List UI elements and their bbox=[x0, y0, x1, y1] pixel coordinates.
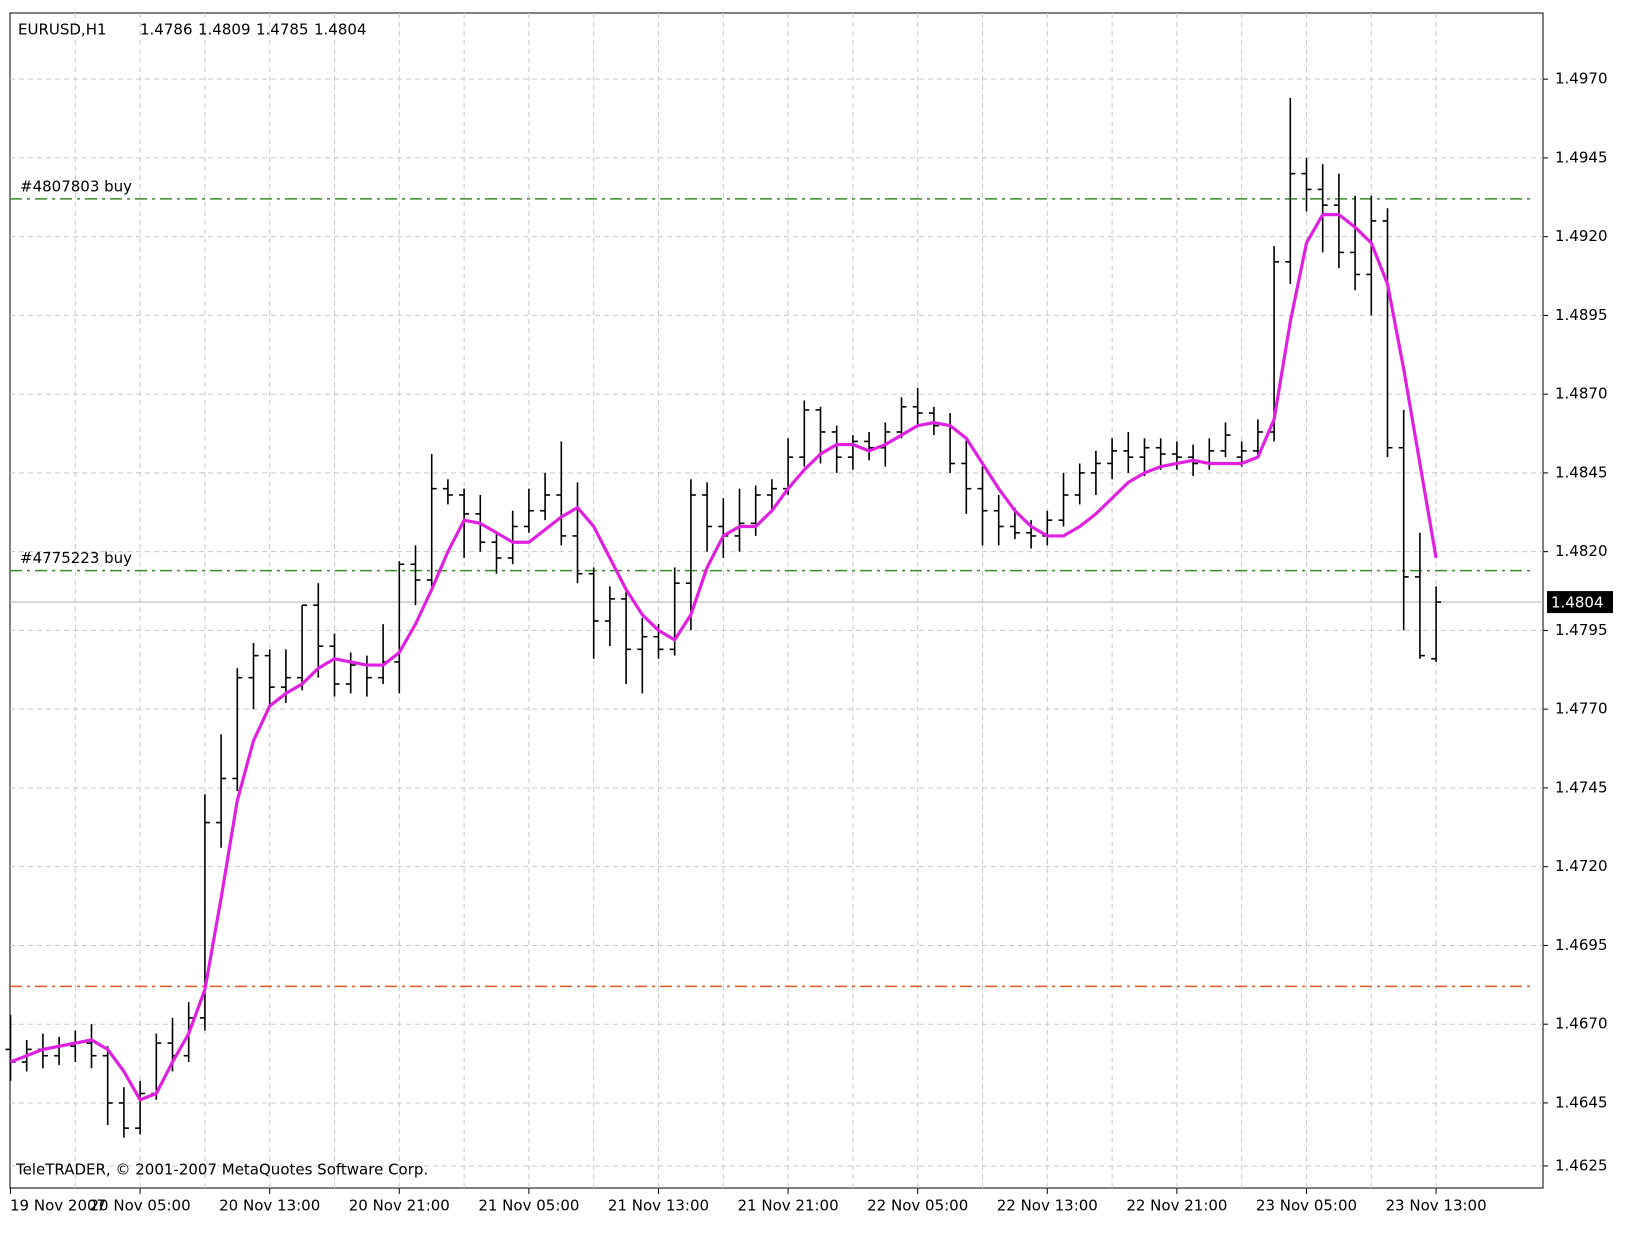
order-label: #4807803 buy bbox=[20, 177, 132, 195]
last-close: 1.4804 bbox=[314, 21, 367, 39]
y-tick-label: 1.4970 bbox=[1555, 70, 1608, 88]
x-tick-label: 20 Nov 05:00 bbox=[90, 1197, 191, 1215]
bid-box bbox=[1547, 591, 1613, 614]
y-tick-label: 1.4645 bbox=[1555, 1093, 1608, 1111]
last-open: 1.4786 bbox=[140, 21, 193, 39]
y-tick-label: 1.4745 bbox=[1555, 778, 1608, 796]
y-tick-label: 1.4695 bbox=[1555, 936, 1608, 954]
bid-label: 1.4804 bbox=[1551, 594, 1604, 612]
plot-frame bbox=[9, 12, 1544, 1189]
last-low: 1.4785 bbox=[256, 21, 309, 39]
x-tick-label: 23 Nov 05:00 bbox=[1256, 1197, 1357, 1215]
moving-average bbox=[9, 213, 1438, 1102]
x-tick-label: 22 Nov 13:00 bbox=[997, 1197, 1098, 1215]
y-tick-label: 1.4945 bbox=[1555, 148, 1608, 166]
x-tick-label: 21 Nov 05:00 bbox=[478, 1197, 579, 1215]
y-tick-label: 1.4845 bbox=[1555, 463, 1608, 481]
marks bbox=[5, 98, 1442, 1138]
x-tick-label: 23 Nov 13:00 bbox=[1386, 1197, 1487, 1215]
x-tick-label: 19 Nov 2007 bbox=[10, 1197, 106, 1215]
y-tick-label: 1.4870 bbox=[1555, 385, 1608, 403]
y-tick-label: 1.4895 bbox=[1555, 306, 1608, 324]
y-tick-label: 1.4625 bbox=[1555, 1156, 1608, 1174]
y-tick-label: 1.4770 bbox=[1555, 700, 1608, 718]
y-tick-label: 1.4795 bbox=[1555, 621, 1608, 639]
x-tick-label: 22 Nov 05:00 bbox=[867, 1197, 968, 1215]
y-tick-label: 1.4820 bbox=[1555, 542, 1608, 560]
order-label: #4775223 buy bbox=[20, 549, 132, 567]
y-tick-label: 1.4670 bbox=[1555, 1015, 1608, 1033]
y-tick-label: 1.4920 bbox=[1555, 227, 1608, 245]
last-high: 1.4809 bbox=[198, 21, 251, 39]
x-tick-label: 21 Nov 13:00 bbox=[608, 1197, 709, 1215]
x-tick-label: 22 Nov 21:00 bbox=[1126, 1197, 1227, 1215]
y-tick-label: 1.4720 bbox=[1555, 857, 1608, 875]
x-tick-label: 20 Nov 21:00 bbox=[349, 1197, 450, 1215]
footer: TeleTRADER, © 2001-2007 MetaQuotes Softw… bbox=[15, 1161, 428, 1179]
chart-title: EURUSD,H1 bbox=[18, 21, 107, 39]
x-tick-label: 21 Nov 21:00 bbox=[738, 1197, 839, 1215]
x-tick-label: 20 Nov 13:00 bbox=[219, 1197, 320, 1215]
